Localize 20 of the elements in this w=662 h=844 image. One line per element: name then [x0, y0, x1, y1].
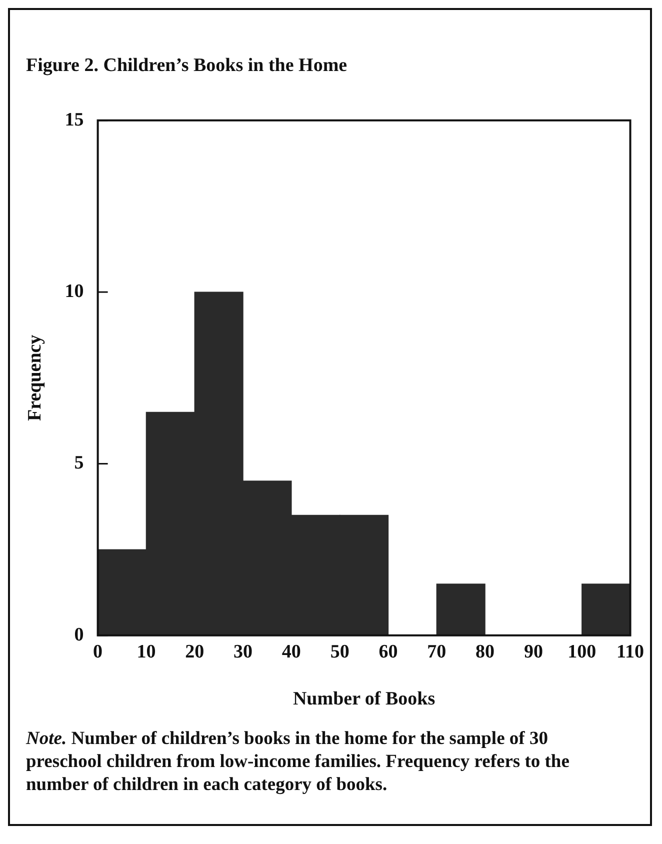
x-tick-label: 110 [616, 642, 644, 663]
y-tick-label: 0 [74, 624, 84, 646]
x-tick-label: 30 [234, 642, 253, 663]
y-tick-label: 15 [64, 109, 84, 130]
x-tick-label: 60 [378, 642, 398, 663]
y-tick-label: 10 [64, 280, 84, 302]
chart-title: Figure 2. Children’s Books in the Home [26, 55, 348, 77]
text: Note. Number of children’s books in the home for the sample of 30 preschool children from low-income families. Frequency refers to the number of children in each category of books. [26, 728, 570, 797]
x-axis-title: Number of Books [292, 688, 436, 710]
x-tick-label: 20 [185, 642, 204, 663]
x-tick-label: 80 [476, 642, 495, 663]
x-tick-label: 0 [93, 642, 103, 663]
x-tick-label: 50 [330, 642, 350, 663]
y-tick-label: 5 [74, 452, 84, 474]
y-axis-title: Frequency [24, 334, 46, 421]
x-tick-label: 70 [427, 642, 446, 663]
x-tick-label: 40 [282, 642, 301, 663]
x-tick-label: 90 [524, 642, 543, 663]
x-tick-label: 10 [136, 642, 156, 663]
x-tick-label: 100 [568, 642, 596, 663]
